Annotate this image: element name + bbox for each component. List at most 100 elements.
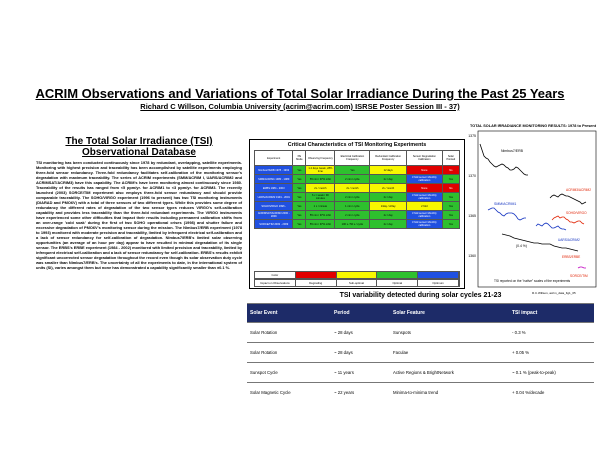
table-cell: No: [441, 183, 461, 193]
table-cell: Solar Rotation: [247, 322, 331, 343]
table-row: Nimbus7/ERB 1978 - 1993 Yes 1.4 days /we…: [253, 165, 461, 175]
table-cell: No: [441, 165, 461, 175]
table-cell: 2x / day: [369, 174, 408, 184]
ratio-annotation: (0.4 %): [516, 244, 527, 248]
table-cell: SMM/ACRIM1 1980 - 1989: [253, 174, 294, 184]
section-body-text: TSI monitoring has been conducted contin…: [36, 160, 242, 270]
legend-cell: Sub-optimal: [337, 280, 378, 286]
table-cell: 55 min / 97% orbit: [305, 174, 336, 184]
table-cell: Yes: [292, 192, 307, 202]
table-row: ACRIMSAT/ACRIM3 2000 - 2009 Yes 55 min /…: [253, 210, 461, 220]
table-cell: 2x / day: [369, 192, 408, 202]
y-tick-label: 1375: [468, 134, 476, 138]
critical-table: Experiment PE Mode Observing Frequency E…: [253, 150, 461, 229]
sorce-tim-trace: [577, 266, 586, 269]
critical-header-cell: Sensor Degradation Calibration: [406, 150, 443, 166]
table-cell: Yes: [292, 210, 307, 220]
legend-label-row: Impact on Observations Degrading Sub-opt…: [254, 279, 460, 287]
tsi-monitoring-plot: TOTAL SOLAR IRRADIANCE MONITORING RESULT…: [468, 124, 597, 295]
critical-characteristics-panel: Critical Characteristics of TSI Monitori…: [249, 139, 465, 289]
table-cell: ~ 28 days: [331, 342, 390, 363]
table-cell: ~ 22 years: [331, 382, 390, 402]
critical-header-cell: PE Mode: [292, 150, 307, 166]
legend-swatch-suboptimal: [336, 272, 378, 278]
table-cell: None: [406, 183, 443, 193]
figure-credit: R.C.Willson, acrim_data_fig1_05: [532, 291, 576, 295]
table-cell: SOHO/VIRGO 1996 -: [253, 201, 294, 211]
legend-cell: Degrading: [296, 280, 337, 286]
critical-header-cell: Redundant Calibration Frequency: [369, 150, 408, 166]
table-cell: Yes: [292, 183, 307, 193]
table-cell: Nimbus7/ERB 1978 - 1993: [253, 165, 294, 175]
tsi-header-cell: Solar Feature: [390, 303, 509, 323]
table-cell: Yes: [441, 201, 461, 211]
legend-cell: Impact on Observations: [255, 280, 296, 286]
table-cell: 100 s / 50 s / cycle: [334, 219, 371, 229]
table-cell: 55 min / 97% orbit: [305, 219, 336, 229]
label-soho-virgo: SOHO/VIRGO: [566, 211, 587, 215]
tsi-variability-table: Solar Event Period Solar Feature TSI imp…: [247, 303, 594, 402]
table-cell: 3 fold sensor Monthly calibration: [406, 219, 443, 229]
table-cell: 1.4 days /week, 28% time: [305, 165, 336, 175]
table-row: Solar Rotation ~ 28 days Faculae + 0.05 …: [247, 342, 594, 363]
table-cell: Yes: [292, 174, 307, 184]
critical-table-header-row: Experiment PE Mode Observing Frequency E…: [253, 150, 461, 166]
critical-header-cell: Solar Pointed: [441, 150, 461, 166]
table-cell: + 0.05 %: [509, 342, 594, 363]
table-cell: SORCE/TIM 2003 - 2009: [253, 219, 294, 229]
table-cell: 3 fold sensor Monthly calibration: [406, 210, 443, 220]
figure-caption: TSI reported on the "native" scales of t…: [494, 279, 571, 283]
table-cell: 55 min / 97% orbit: [305, 210, 336, 220]
impact-color-legend: Color Impact on Observations Degrading S…: [254, 271, 460, 287]
table-row: UARS/ACRIM2 1991 - 2001 Yes 6 x / week /…: [253, 192, 461, 202]
section-heading-line2: Observational Database: [82, 147, 196, 158]
section-heading-line1: The Total Solar Irradiance (TSI): [65, 136, 213, 147]
table-cell: 2x / day: [369, 219, 408, 229]
table-cell: 6 x / week / 90 minutes: [305, 192, 336, 202]
table-cell: 2x / day: [369, 210, 408, 220]
label-erbs-erbe: ERBS/ERBE: [562, 255, 580, 259]
table-cell: None: [406, 165, 443, 175]
author-byline: Richard C Willson, Columbia University (…: [140, 102, 460, 111]
acrim3-trace: [549, 193, 587, 205]
table-cell: Yes: [441, 219, 461, 229]
table-cell: Sunspots: [390, 322, 509, 343]
table-cell: Faculae: [390, 342, 509, 363]
table-row: Sunspot Cycle ~ 11 years Active Regions …: [247, 362, 594, 383]
tsi-header-row: Solar Event Period Solar Feature TSI imp…: [247, 303, 594, 323]
critical-header-cell: Experiment: [253, 150, 294, 166]
table-cell: ACRIMSAT/ACRIM3 2000 - 2009: [253, 210, 294, 220]
table-cell: 2 min / cycle: [334, 174, 371, 184]
label-uars-acrim2: UARS/ACRIM2: [558, 238, 580, 242]
table-row: SOHO/VIRGO 1996 - Yes 1 x / minute 1 min…: [253, 201, 461, 211]
legend-color-row: Color: [254, 271, 460, 279]
table-cell: 12 days: [369, 165, 408, 175]
table-cell: ~ 28 days: [331, 322, 390, 343]
table-cell: 1 x / minute: [305, 201, 336, 211]
critical-header-cell: Electrical Calibration Frequency: [334, 150, 371, 166]
table-cell: Sunspot Cycle: [247, 362, 331, 383]
table-cell: 3 fold sensor Monthly calibration: [406, 192, 443, 202]
table-cell: 2x / month: [334, 183, 371, 193]
erbs-trace: [501, 233, 579, 252]
tsi-header-cell: Period: [331, 303, 390, 323]
nimbus7-erb-trace: [479, 143, 528, 176]
table-cell: ERBS 1984 - 2003: [253, 183, 294, 193]
critical-table-title: Critical Characteristics of TSI Monitori…: [287, 142, 427, 148]
table-cell: Yes: [441, 192, 461, 202]
table-cell: 3 fold sensor Monthly calibration: [406, 174, 443, 184]
table-cell: Yes: [292, 219, 307, 229]
table-cell: 2 fold: [406, 201, 443, 211]
label-acrim3-acrim2: ACRIM3/ACRIM2: [566, 188, 591, 192]
y-tick-label: 1360: [468, 254, 476, 258]
table-cell: Solar Magnetic Cycle: [247, 382, 331, 402]
table-row: Solar Magnetic Cycle ~ 22 years Minima-t…: [247, 382, 594, 402]
table-cell: Yes: [441, 210, 461, 220]
section-heading: The Total Solar Irradiance (TSI) Observa…: [54, 136, 224, 158]
legend-cell: Optimal: [377, 280, 419, 286]
legend-swatch-optimum: [418, 272, 459, 278]
table-row: ERBS 1984 - 2003 Yes 2x / month 2x / mon…: [253, 183, 461, 193]
table-cell: 2 min / cycle: [334, 192, 371, 202]
acrim1-trace: [487, 207, 526, 221]
table-cell: Active Regions & BrightNetwork: [390, 362, 509, 383]
